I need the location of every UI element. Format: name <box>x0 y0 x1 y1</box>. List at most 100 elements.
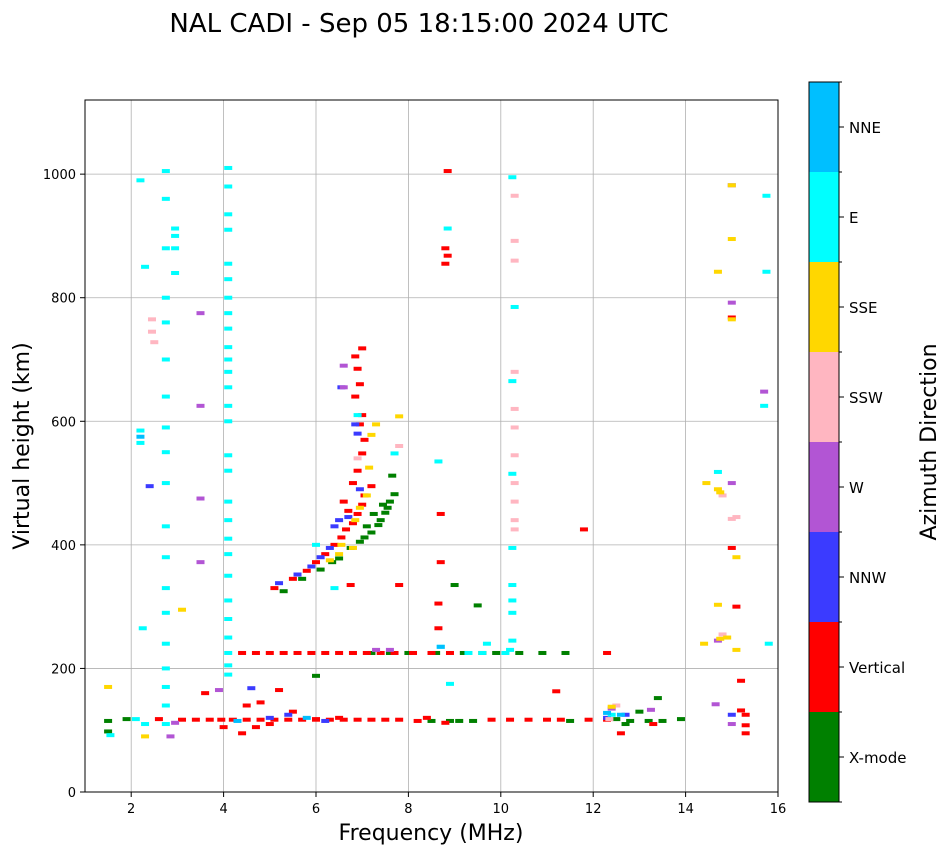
data-point-x-mode <box>298 576 307 581</box>
data-point-e <box>224 617 233 621</box>
data-point-x-mode <box>376 518 385 523</box>
data-point-sse <box>141 734 150 739</box>
data-point-e <box>330 586 339 591</box>
y-tick-label: 1000 <box>43 168 76 183</box>
data-point-vertical <box>325 717 334 722</box>
data-point-sse <box>395 414 404 419</box>
data-point-e <box>762 269 771 274</box>
data-point-ssw <box>510 258 519 263</box>
data-point-x-mode <box>104 718 113 723</box>
data-point-nnw <box>335 518 344 523</box>
colorbar-segment <box>809 532 839 622</box>
data-point-x-mode <box>385 650 394 655</box>
data-point-x-mode <box>367 650 376 655</box>
data-point-vertical <box>351 394 360 399</box>
data-point-ssw <box>510 193 519 198</box>
data-point-e <box>713 469 722 474</box>
colorbar-label: NNW <box>849 569 886 587</box>
data-point-e <box>161 641 170 646</box>
data-point-vertical <box>337 535 346 540</box>
data-point-x-mode <box>473 603 482 608</box>
data-point-vertical <box>579 527 588 532</box>
data-point-e <box>510 304 519 309</box>
data-point-sse <box>348 545 357 550</box>
data-point-nne <box>436 644 445 649</box>
data-point-e <box>508 610 517 615</box>
data-point-sse <box>178 607 187 612</box>
data-point-x-mode <box>676 717 685 722</box>
data-point-x-mode <box>626 718 635 723</box>
data-point-sse <box>713 602 722 607</box>
data-point-e <box>161 425 170 430</box>
data-point-x-mode <box>279 589 288 594</box>
data-point-e <box>106 733 115 738</box>
data-point-vertical <box>348 481 357 486</box>
data-point-x-mode <box>316 567 325 572</box>
data-point-e <box>161 196 170 201</box>
data-point-vertical <box>441 246 450 251</box>
data-point-nnw <box>344 515 353 520</box>
data-point-vertical <box>381 717 390 722</box>
colorbar-label: SSW <box>849 389 883 407</box>
data-point-sse <box>727 317 736 322</box>
data-point-sse <box>713 487 722 492</box>
data-point-vertical <box>649 722 658 727</box>
data-point-e <box>161 703 170 708</box>
data-point-nnw <box>316 555 325 560</box>
data-point-vertical <box>270 717 279 722</box>
data-point-x-mode <box>432 650 441 655</box>
colorbar-label: W <box>849 479 864 497</box>
data-point-nnw <box>351 422 360 427</box>
data-point-e <box>762 193 771 198</box>
data-point-vertical <box>279 650 288 655</box>
data-point-ssw <box>395 444 404 448</box>
data-point-vertical <box>335 715 344 720</box>
data-point-vertical <box>265 722 274 727</box>
data-point-e <box>136 178 145 183</box>
data-point-vertical <box>228 717 237 722</box>
data-point-e <box>508 175 517 180</box>
colorbar-label: X-mode <box>849 749 906 767</box>
data-point-e <box>161 684 170 689</box>
data-point-vertical <box>339 717 348 722</box>
data-point-e <box>171 233 180 238</box>
data-point-x-mode <box>383 505 392 510</box>
data-point-vertical <box>353 366 362 371</box>
data-point-nnw <box>293 572 302 577</box>
data-point-nne <box>616 712 625 717</box>
data-point-w <box>214 688 223 693</box>
data-point-e <box>482 641 491 646</box>
data-point-sse <box>337 542 346 547</box>
plot-frame <box>84 99 779 793</box>
data-point-vertical <box>360 437 369 442</box>
data-point-nnw <box>145 484 154 489</box>
data-point-vertical <box>506 717 515 722</box>
data-point-e <box>136 440 145 445</box>
data-point-ssw <box>510 527 519 532</box>
data-point-vertical <box>409 650 418 655</box>
data-point-e <box>224 552 233 557</box>
data-point-x-mode <box>492 650 501 655</box>
data-point-e <box>138 626 147 631</box>
data-point-nnw <box>355 487 364 492</box>
data-point-e <box>224 227 233 232</box>
colorbar-segment <box>809 622 839 712</box>
data-point-vertical <box>217 717 226 722</box>
data-point-vertical <box>256 717 265 722</box>
data-point-vertical <box>737 708 746 713</box>
data-point-e <box>464 650 473 655</box>
data-point-e <box>760 403 769 408</box>
x-tick-label: 4 <box>219 802 227 817</box>
x-tick-label: 14 <box>677 802 694 817</box>
data-point-x-mode <box>362 524 371 529</box>
data-point-e <box>607 712 616 717</box>
data-point-ssw <box>147 317 156 322</box>
data-point-w <box>711 702 720 707</box>
data-point-w <box>196 560 205 565</box>
data-point-sse <box>727 237 736 242</box>
data-point-w <box>385 647 394 652</box>
colorbar-segment <box>809 172 839 262</box>
data-point-x-mode <box>561 650 570 655</box>
data-point-vertical <box>251 725 260 730</box>
data-point-x-mode <box>538 650 547 655</box>
